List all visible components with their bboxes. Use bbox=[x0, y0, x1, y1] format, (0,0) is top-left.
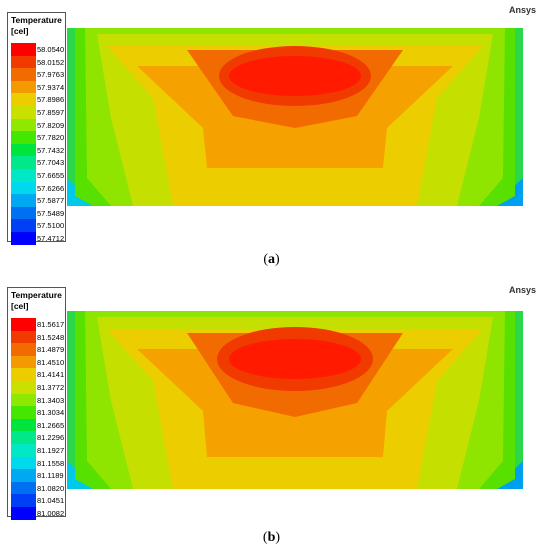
legend-tick: 57.8209 bbox=[37, 120, 65, 130]
legend-unit: [cel] bbox=[11, 26, 29, 36]
colorbar-swatch bbox=[11, 481, 36, 495]
colorbar-swatch bbox=[11, 105, 36, 119]
colorbar-swatch bbox=[11, 68, 36, 81]
figure-caption: (a) bbox=[263, 252, 280, 267]
legend-title: Temperature bbox=[11, 290, 62, 300]
colorbar-swatch bbox=[11, 206, 36, 220]
temperature-legend: Temperature [cel] 81.5617 81.5248 81.487… bbox=[7, 287, 66, 520]
legend-tick: 58.0540 bbox=[37, 45, 65, 54]
legend-tick: 57.9763 bbox=[37, 70, 65, 80]
legend-tick: 81.4510 bbox=[37, 357, 65, 367]
colorbar-swatch bbox=[11, 469, 36, 482]
temperature-contour-plot bbox=[67, 28, 523, 206]
contour-band bbox=[229, 339, 361, 379]
colorbar-swatch bbox=[11, 343, 36, 356]
legend-tick: 57.4712 bbox=[37, 234, 65, 243]
colorbar-swatch bbox=[11, 406, 36, 419]
colorbar-swatch bbox=[11, 143, 36, 157]
legend-tick: 57.7820 bbox=[37, 133, 65, 143]
legend-tick: 57.9374 bbox=[37, 82, 65, 92]
legend-tick: 57.8597 bbox=[37, 108, 65, 117]
legend-tick: 81.1927 bbox=[37, 446, 65, 455]
colorbar-swatch bbox=[11, 181, 36, 195]
contour-panel-b: Temperature [cel] 81.5617 81.5248 81.487… bbox=[0, 285, 543, 545]
contour-panel-a: Temperature [cel] 58.0540 58.0152 57.976… bbox=[0, 5, 543, 267]
colorbar-swatch bbox=[11, 431, 36, 444]
legend-tick: 57.6266 bbox=[37, 183, 65, 193]
colorbar-swatch bbox=[11, 456, 36, 470]
legend-title: Temperature bbox=[11, 15, 62, 25]
legend-tick: 81.3403 bbox=[37, 395, 65, 405]
legend-tick: 81.2665 bbox=[37, 420, 65, 430]
colorbar-swatch bbox=[11, 55, 36, 69]
colorbar-swatch bbox=[11, 380, 36, 394]
legend-tick: 81.3772 bbox=[37, 383, 65, 392]
colorbar-swatch bbox=[11, 131, 36, 144]
colorbar-swatch bbox=[11, 43, 36, 56]
legend-tick: 81.5617 bbox=[37, 320, 65, 329]
colorbar-swatch bbox=[11, 93, 36, 106]
colorbar-swatch bbox=[11, 156, 36, 169]
legend-tick: 57.6655 bbox=[37, 171, 65, 180]
colorbar bbox=[11, 318, 36, 520]
legend-tick: 81.3034 bbox=[37, 408, 65, 418]
colorbar-swatch bbox=[11, 168, 36, 182]
legend-tick: 57.5877 bbox=[37, 196, 65, 206]
figure-caption: (b) bbox=[262, 530, 281, 545]
legend-tick: 57.8986 bbox=[37, 95, 65, 105]
colorbar bbox=[11, 43, 36, 245]
legend-tick: 57.7043 bbox=[37, 158, 65, 168]
temperature-legend: Temperature [cel] 58.0540 58.0152 57.976… bbox=[7, 12, 66, 245]
legend-tick: 58.0152 bbox=[37, 57, 65, 67]
colorbar-swatch bbox=[11, 118, 36, 132]
temperature-contour-plot bbox=[67, 311, 523, 489]
legend-tick: 81.0820 bbox=[37, 483, 65, 493]
colorbar-swatch bbox=[11, 231, 36, 245]
legend-tick: 81.2296 bbox=[37, 433, 65, 443]
legend-tick: 57.5489 bbox=[37, 208, 65, 218]
colorbar-swatch bbox=[11, 506, 36, 520]
legend-tick: 57.7432 bbox=[37, 145, 65, 155]
colorbar-swatch bbox=[11, 355, 36, 369]
legend-tick: 81.4141 bbox=[37, 370, 65, 380]
legend-tick: 57.5100 bbox=[37, 221, 65, 231]
legend-tick: 81.0082 bbox=[37, 509, 65, 518]
colorbar-swatch bbox=[11, 80, 36, 94]
legend-tick: 81.1558 bbox=[37, 458, 65, 468]
legend-tick: 81.1189 bbox=[37, 471, 64, 481]
colorbar-swatch bbox=[11, 368, 36, 381]
colorbar-swatch bbox=[11, 418, 36, 432]
legend-unit: [cel] bbox=[11, 301, 29, 311]
colorbar-swatch bbox=[11, 330, 36, 344]
colorbar-swatch bbox=[11, 494, 36, 507]
ansys-logo: Ansys bbox=[508, 285, 536, 295]
colorbar-swatch bbox=[11, 219, 36, 232]
colorbar-swatch bbox=[11, 443, 36, 457]
legend-tick: 81.4879 bbox=[37, 345, 65, 355]
ansys-logo: Ansys bbox=[508, 5, 536, 15]
colorbar-swatch bbox=[11, 194, 36, 207]
colorbar-swatch bbox=[11, 318, 36, 331]
contour-band bbox=[229, 56, 361, 96]
colorbar-swatch bbox=[11, 393, 36, 407]
legend-tick: 81.0451 bbox=[37, 496, 65, 506]
legend-tick: 81.5248 bbox=[37, 332, 65, 342]
